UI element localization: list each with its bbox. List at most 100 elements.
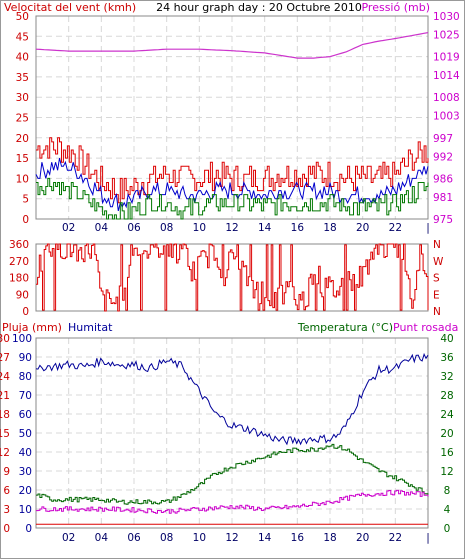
- rain-tick-label: 21: [0, 390, 10, 402]
- rain-tick-label: 27: [0, 352, 10, 364]
- temperature-tick-label: 36: [440, 352, 454, 364]
- compass-tick-label: E: [433, 289, 440, 301]
- hour-tick-label: |: [426, 222, 430, 234]
- series-dew_point: [36, 489, 429, 514]
- temperature-tick-label: 28: [440, 390, 453, 402]
- wind-tick-label: 45: [16, 31, 29, 43]
- temperature-tick-label: 0: [444, 523, 451, 535]
- pressure-tick-label: 1019: [433, 52, 460, 64]
- wind-axis-title: Velocitat del vent (kmh): [4, 1, 136, 14]
- wind-tick-label: 0: [22, 214, 29, 226]
- wind-tick-label: 40: [16, 52, 29, 64]
- hour-tick-label: 06: [127, 222, 141, 234]
- series-pressure: [35, 32, 429, 59]
- hour-tick-label: 20: [356, 222, 369, 234]
- wind-tick-label: 50: [16, 11, 29, 23]
- hour-tick-label: |: [426, 532, 430, 544]
- pressure-tick-label: 997: [433, 133, 453, 145]
- direction-tick-label: 180: [9, 273, 29, 285]
- hour-tick-label: 16: [291, 222, 305, 234]
- temperature-tick-label: 32: [440, 371, 453, 383]
- hour-tick-label: 06: [127, 532, 141, 544]
- hour-tick-label: 22: [389, 532, 402, 544]
- pressure-tick-label: 1030: [433, 11, 460, 23]
- humidity-tick-label: 50: [19, 428, 32, 440]
- compass-tick-label: N: [433, 306, 441, 318]
- rain-tick-label: 30: [0, 333, 10, 345]
- rain-tick-label: 6: [3, 485, 10, 497]
- hour-tick-label: 04: [95, 222, 109, 234]
- pressure-axis-title: Pressió (mb): [361, 1, 430, 14]
- humidity-axis-title: Humitat: [68, 321, 113, 334]
- hour-tick-label: 18: [323, 532, 336, 544]
- rain-tick-label: 3: [3, 504, 10, 516]
- hour-tick-label: 22: [389, 222, 402, 234]
- humidity-tick-label: 40: [19, 447, 32, 459]
- hour-tick-label: 20: [356, 532, 369, 544]
- wind-tick-label: 25: [16, 113, 29, 125]
- humidity-tick-label: 60: [19, 409, 32, 421]
- pressure-tick-label: 981: [433, 192, 453, 204]
- temperature-tick-label: 20: [440, 428, 453, 440]
- wind-tick-label: 10: [16, 173, 29, 185]
- rain-tick-label: 15: [0, 428, 10, 440]
- wind-tick-label: 15: [16, 153, 29, 165]
- humidity-tick-label: 20: [19, 485, 32, 497]
- compass-tick-label: W: [433, 256, 444, 268]
- hour-tick-label: 14: [258, 222, 272, 234]
- wind-tick-label: 20: [16, 133, 29, 145]
- humidity-tick-label: 0: [25, 523, 32, 535]
- series-temperature: [36, 443, 429, 505]
- hour-tick-label: 04: [95, 532, 109, 544]
- rain-tick-label: 18: [0, 409, 10, 421]
- direction-tick-label: 0: [22, 306, 29, 318]
- hour-tick-label: 12: [225, 532, 238, 544]
- humidity-tick-label: 90: [19, 352, 32, 364]
- pressure-tick-label: 992: [433, 151, 453, 163]
- hour-tick-label: 08: [160, 222, 173, 234]
- direction-tick-label: 270: [9, 256, 29, 268]
- temperature-tick-label: 8: [444, 485, 451, 497]
- humidity-tick-label: 30: [19, 466, 32, 478]
- dew-point-axis-title: Punt rosada: [393, 321, 458, 334]
- hour-tick-label: 02: [62, 532, 75, 544]
- temperature-axis-title: Temperatura (°C): [297, 321, 393, 334]
- series-low: [36, 177, 429, 220]
- series-humidity: [35, 352, 429, 446]
- hour-tick-label: 10: [193, 532, 206, 544]
- pressure-tick-label: 1025: [433, 29, 460, 41]
- temperature-tick-label: 12: [440, 466, 453, 478]
- series-direction: [36, 243, 429, 312]
- rain-tick-label: 9: [3, 466, 10, 478]
- series-gust: [36, 137, 429, 204]
- wind-tick-label: 35: [16, 72, 29, 84]
- pressure-tick-label: 1008: [433, 92, 460, 104]
- humidity-tick-label: 80: [19, 371, 32, 383]
- hour-tick-label: 12: [225, 222, 238, 234]
- humidity-tick-label: 100: [12, 333, 32, 345]
- series-average: [35, 157, 429, 212]
- pressure-tick-label: 986: [433, 173, 453, 185]
- direction-tick-label: 90: [16, 289, 29, 301]
- pressure-tick-label: 975: [433, 214, 453, 226]
- hour-tick-label: 16: [291, 532, 305, 544]
- hour-tick-label: 08: [160, 532, 173, 544]
- rain-tick-label: 12: [0, 447, 10, 459]
- compass-tick-label: N: [433, 239, 441, 251]
- temperature-tick-label: 16: [440, 447, 454, 459]
- hour-tick-label: 02: [62, 222, 75, 234]
- humidity-tick-label: 10: [19, 504, 32, 516]
- compass-tick-label: S: [433, 273, 440, 285]
- pressure-tick-label: 1003: [433, 111, 460, 123]
- temperature-tick-label: 24: [440, 409, 454, 421]
- rain-tick-label: 24: [0, 371, 10, 383]
- direction-tick-label: 360: [9, 239, 29, 251]
- climate-frame: [35, 337, 429, 529]
- wind-tick-label: 5: [22, 194, 29, 206]
- hour-tick-label: 10: [193, 222, 206, 234]
- temperature-tick-label: 40: [440, 333, 453, 345]
- rain-axis-title: Pluja (mm): [2, 321, 62, 334]
- humidity-tick-label: 70: [19, 390, 32, 402]
